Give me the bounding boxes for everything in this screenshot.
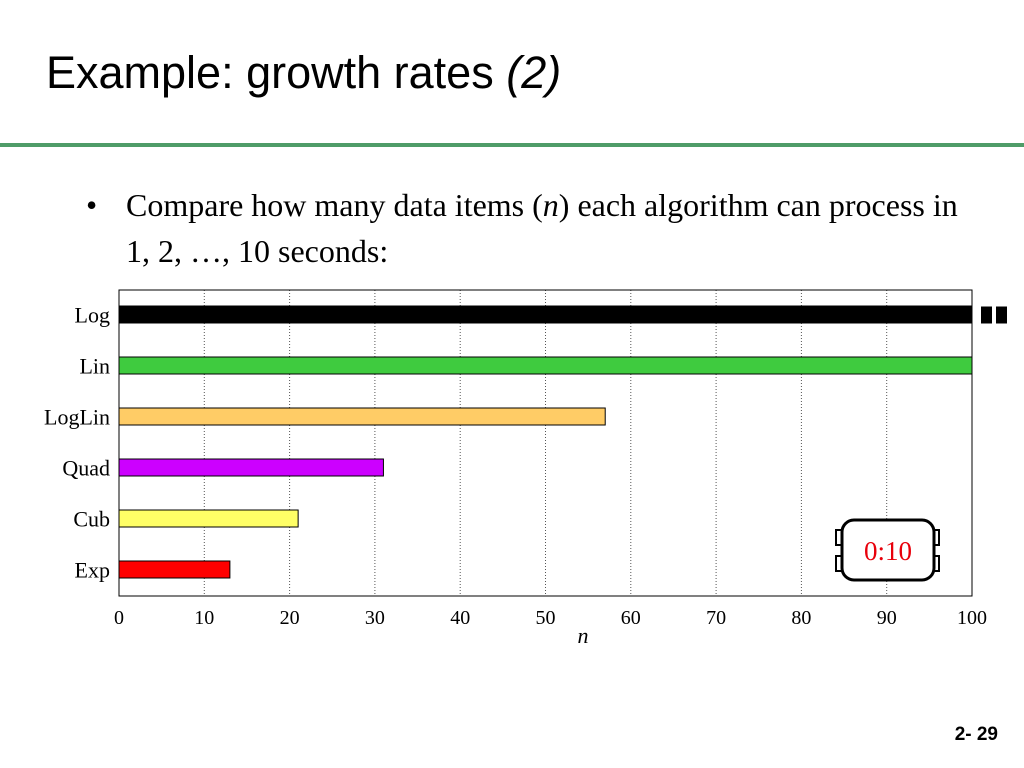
bar-lin [118, 356, 973, 375]
x-tick-label: 80 [791, 607, 811, 629]
x-tick-label: 40 [450, 607, 470, 629]
x-axis-label: n [578, 623, 589, 648]
x-tick-label: 100 [957, 607, 987, 629]
x-tick-label: 10 [194, 607, 214, 629]
x-tick-label: 30 [365, 607, 385, 629]
slide-title: Example: growth rates (2) [46, 50, 561, 95]
bar-quad [118, 458, 384, 477]
timer-widget: 0:10 [835, 518, 940, 582]
bullet-text-after: ) each algorithm can process in 1, 2, …,… [126, 187, 958, 269]
category-label-exp: Exp [75, 558, 110, 583]
category-label-loglin: LogLin [44, 405, 110, 430]
plot-frame [118, 289, 973, 597]
title-suffix: (2) [506, 47, 562, 98]
bar-cub [118, 509, 299, 528]
bar-loglin [118, 407, 606, 426]
timer-text: 0:10 [864, 536, 912, 566]
bullet-symbol: • [86, 187, 98, 223]
x-tick-label: 60 [621, 607, 641, 629]
category-label-lin: Lin [79, 354, 110, 379]
bar-exp [118, 560, 231, 579]
x-tick-label: 50 [536, 607, 556, 629]
chart-x-ticks: 0 10 20 30 40 50 60 70 80 90 100 [114, 607, 987, 629]
bullet-text-before: Compare how many data items ( [126, 187, 543, 223]
x-tick-label: 20 [280, 607, 300, 629]
bullet-text: Compare how many data items (n) each alg… [126, 182, 966, 274]
chart-grid [203, 290, 888, 596]
category-label-quad: Quad [62, 456, 110, 481]
x-tick-label: 70 [706, 607, 726, 629]
bar-log-overflow-dash [981, 306, 992, 324]
chart-bars [118, 305, 1007, 579]
bar-log [118, 305, 973, 324]
timer-body [840, 518, 936, 582]
x-tick-label: 90 [877, 607, 897, 629]
slide-number: 2- 29 [954, 724, 998, 745]
bar-log-overflow-dash [996, 306, 1007, 324]
category-label-log: Log [75, 303, 110, 328]
title-main: Example: growth rates [46, 47, 494, 98]
x-tick-label: 0 [114, 607, 124, 629]
bullet-variable-n: n [542, 187, 559, 223]
title-divider [0, 143, 1024, 147]
category-label-cub: Cub [73, 507, 110, 532]
